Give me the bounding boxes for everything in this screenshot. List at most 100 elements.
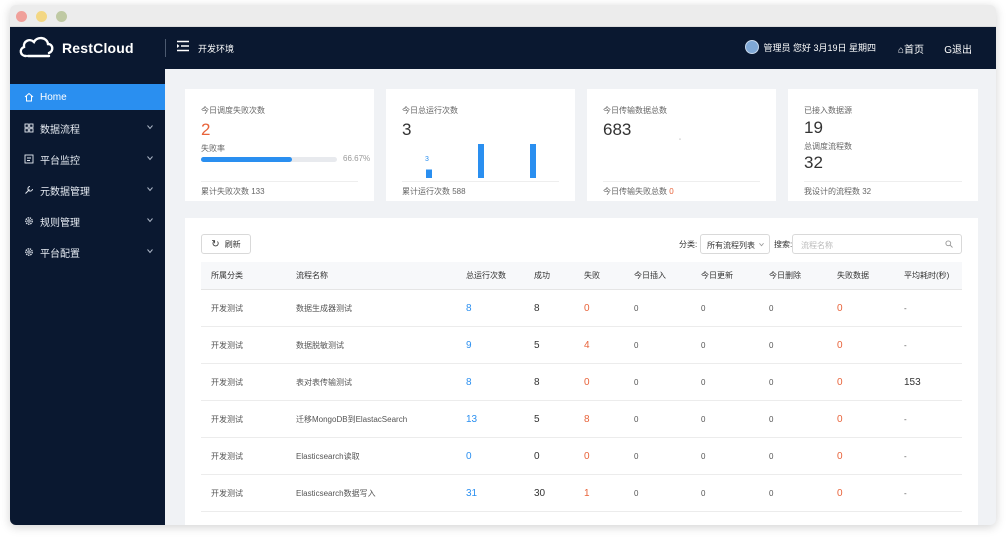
mini-bar xyxy=(530,144,536,178)
stat-card-runs: 今日总运行次数 3 3 累计运行次数 588 xyxy=(386,89,575,201)
card-value: 683 xyxy=(603,120,632,139)
sidebar-item-platform-config[interactable]: 平台配置 xyxy=(10,239,165,265)
column-header[interactable]: 总运行次数 xyxy=(466,271,506,280)
sidebar-item-data-flow[interactable]: 数据流程 xyxy=(10,115,165,141)
total-runs-cell[interactable]: 8 xyxy=(466,302,472,314)
flow-name-cell[interactable]: 数据脱敏测试 xyxy=(296,340,344,350)
column-header[interactable]: 今日删除 xyxy=(769,271,801,280)
table-row[interactable]: 开发测试 表对表传输测试 8 8 0 0 0 0 0 153 xyxy=(201,364,962,401)
environment-label[interactable]: 开发环境 xyxy=(198,44,235,54)
table-row[interactable]: 开发测试 数据生成器测试 8 8 0 0 0 0 0 - xyxy=(201,290,962,327)
failure-rate-progress xyxy=(201,157,337,162)
total-runs-cell[interactable]: 0 xyxy=(466,450,472,462)
failure-cell: 0 xyxy=(584,450,590,462)
minimize-window-button[interactable] xyxy=(36,11,47,22)
app-logo[interactable]: RestCloud xyxy=(16,33,166,63)
total-runs-cell[interactable]: 9 xyxy=(466,339,472,351)
logout-link-label: 退出 xyxy=(952,45,972,56)
updated-today-cell: 0 xyxy=(701,488,706,498)
card-label: 今日调度失败次数 xyxy=(201,106,265,115)
header-divider xyxy=(165,39,166,57)
updated-today-cell: 0 xyxy=(701,377,706,387)
table-row[interactable]: 开发测试 数据脱敏测试 9 5 4 0 0 0 0 - xyxy=(201,327,962,364)
table-row[interactable]: 开发测试 Elasticsearch读取 0 0 0 0 0 0 0 - xyxy=(201,438,962,475)
window-titlebar xyxy=(10,5,996,27)
flow-name-cell[interactable]: Elasticsearch数据写入 xyxy=(296,488,376,498)
gear-icon xyxy=(25,217,33,225)
sidebar-item-home[interactable]: Home xyxy=(10,84,165,110)
refresh-button[interactable]: ↻ 刷新 xyxy=(201,234,251,254)
card-footer: 累计失败次数 133 xyxy=(201,181,358,197)
column-header[interactable]: 今日插入 xyxy=(634,271,666,280)
failed-data-cell: 0 xyxy=(837,376,843,388)
deleted-today-cell: 0 xyxy=(769,488,774,498)
success-cell: 8 xyxy=(534,376,540,388)
flow-name-cell[interactable]: 迁移MongoDB到ElastacSearch xyxy=(296,414,408,424)
category-select-value: 所有流程列表 xyxy=(707,241,755,250)
chevron-down-icon xyxy=(759,242,764,247)
table-row[interactable]: 开发测试 Elasticsearch数据写入 31 30 1 0 0 0 0 - xyxy=(201,475,962,512)
menu-toggle-icon[interactable] xyxy=(177,40,189,52)
failure-rate-percent: 66.67% xyxy=(343,154,371,163)
column-header[interactable]: 成功 xyxy=(534,271,550,280)
avg-time-cell: - xyxy=(904,488,907,498)
failed-data-cell: 0 xyxy=(837,487,843,499)
total-runs-cell[interactable]: 31 xyxy=(466,487,478,499)
flow-table: 所属分类 流程名称 总运行次数 成功 失败 今日插入 今日更新 今日删除 失败数… xyxy=(201,262,962,512)
home-link-label: 首页 xyxy=(904,45,924,56)
flow-list-panel: ↻ 刷新 分类: 所有流程列表 搜索: 流程名称 所属分类 流程名称 总运行次数… xyxy=(185,218,978,525)
flow-name-cell[interactable]: 数据生成器测试 xyxy=(296,303,352,313)
column-header[interactable]: 失败数据 xyxy=(837,271,869,280)
sidebar-item-monitor[interactable]: 平台监控 xyxy=(10,146,165,172)
stat-card-failures: 今日调度失败次数 2 失败率 66.67% 累计失败次数 133 xyxy=(185,89,374,201)
avg-time-cell: - xyxy=(904,340,907,350)
card-footer: 我设计的流程数 32 xyxy=(804,181,962,197)
cloud-logo-icon xyxy=(19,36,54,58)
column-header[interactable]: 今日更新 xyxy=(701,271,733,280)
home-link[interactable]: ⌂首页 xyxy=(898,41,924,56)
category-label: 分类: xyxy=(679,240,698,249)
close-window-button[interactable] xyxy=(16,11,27,22)
user-info[interactable]: 管理员 您好 3月19日 星期四 xyxy=(745,40,876,54)
flow-name-cell[interactable]: 表对表传输测试 xyxy=(296,377,352,387)
success-cell: 30 xyxy=(534,487,546,499)
logout-icon: G xyxy=(944,45,952,56)
table-row[interactable]: 开发测试 迁移MongoDB到ElastacSearch 13 5 8 0 0 0 0 - xyxy=(201,401,962,438)
search-placeholder: 流程名称 xyxy=(801,241,833,250)
category-cell: 开发测试 xyxy=(211,303,243,313)
total-runs-cell[interactable]: 8 xyxy=(466,376,472,388)
avg-time-cell: 153 xyxy=(904,376,921,388)
inserted-today-cell: 0 xyxy=(634,488,639,498)
sidebar-item-metadata[interactable]: 元数据管理 xyxy=(10,177,165,203)
maximize-window-button[interactable] xyxy=(56,11,67,22)
column-header[interactable]: 所属分类 xyxy=(211,271,243,280)
total-runs-cell[interactable]: 13 xyxy=(466,413,478,425)
avg-time-cell: - xyxy=(904,451,907,461)
runs-mini-chart: 3 xyxy=(425,144,536,178)
category-select[interactable]: 所有流程列表 xyxy=(700,234,770,254)
column-header[interactable]: 失败 xyxy=(584,271,600,280)
search-input[interactable]: 流程名称 xyxy=(792,234,962,254)
card-label: 已接入数据源 xyxy=(804,106,852,115)
column-header[interactable]: 平均耗时(秒) xyxy=(904,271,950,280)
wrench-icon xyxy=(25,186,33,194)
refresh-icon: ↻ xyxy=(211,238,220,250)
card-value: 3 xyxy=(402,120,412,139)
column-header[interactable]: 流程名称 xyxy=(296,271,328,280)
deleted-today-cell: 0 xyxy=(769,451,774,461)
flow-name-cell[interactable]: Elasticsearch读取 xyxy=(296,451,360,461)
logout-link[interactable]: G退出 xyxy=(944,41,972,56)
sidebar-item-label: 数据流程 xyxy=(40,124,80,136)
chart-placeholder-mark: " xyxy=(679,139,682,145)
sidebar-item-label: 平台监控 xyxy=(40,155,80,167)
success-cell: 8 xyxy=(534,302,540,314)
search-icon[interactable] xyxy=(945,240,953,248)
deleted-today-cell: 0 xyxy=(769,303,774,313)
mini-bar xyxy=(478,144,484,178)
updated-today-cell: 0 xyxy=(701,451,706,461)
top-header: RestCloud 开发环境 管理员 您好 3月19日 星期四 ⌂首页 G退出 xyxy=(10,27,996,69)
sidebar-item-rules[interactable]: 规则管理 xyxy=(10,208,165,234)
avatar xyxy=(745,40,760,54)
grid-icon xyxy=(24,123,34,133)
deleted-today-cell: 0 xyxy=(769,340,774,350)
